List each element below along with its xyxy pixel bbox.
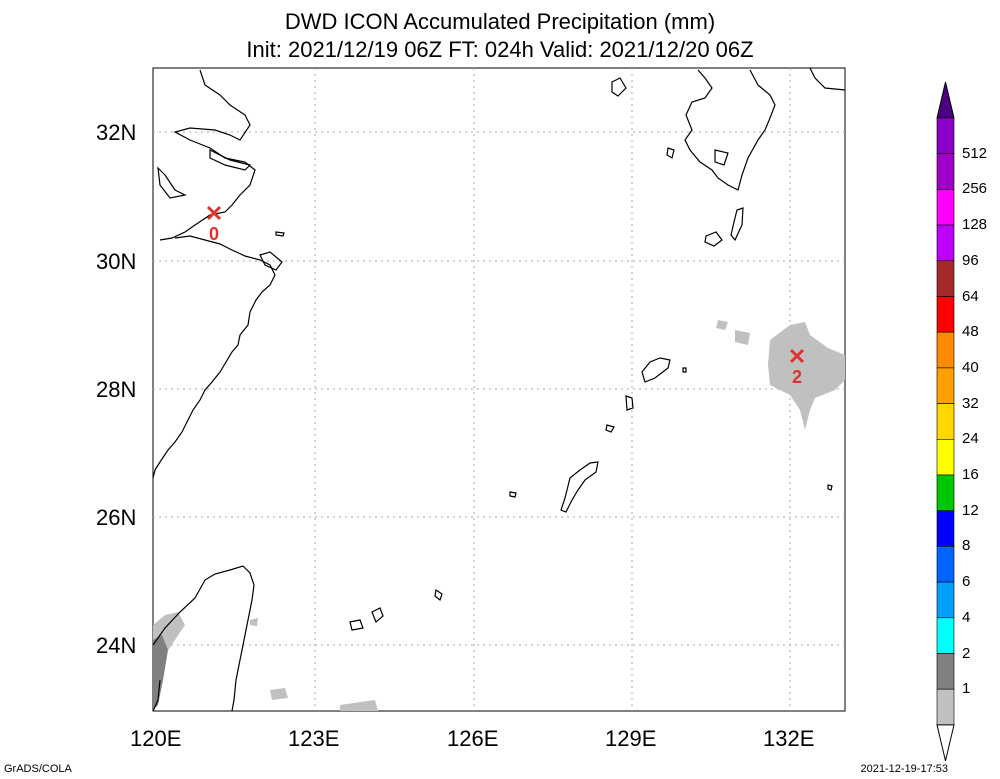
colorbar-swatch [936,688,955,726]
footer-timestamp: 2021-12-19-17:53 [860,763,948,775]
colorbar-label: 12 [962,501,979,519]
tanegashima [730,207,744,242]
lon-label-132e: 132E [763,726,815,751]
koshiki-islands [714,149,729,166]
precip-spot [340,700,378,711]
colorbar-label: 6 [962,573,971,591]
yakushima [704,231,723,247]
colorbar-label: 16 [962,466,979,483]
colorbar-swatch [936,510,955,547]
lat-label-26n: 26N [96,505,137,530]
lat-label-24n: 24N [96,633,137,658]
okinawa-island [560,461,599,513]
island [666,147,675,159]
amami-oshima [641,357,671,383]
colorbar-top-cap [936,81,955,119]
colorbar-swatch [936,153,955,190]
island [509,491,517,498]
precip-spot [250,618,258,626]
marker-2-x [789,348,805,364]
colorbar-swatch [936,653,955,690]
colorbar-label: 2 [962,644,971,662]
colorbar-label: 512 [962,144,988,162]
grid-lines [153,68,845,711]
miyako-island [371,607,384,624]
colorbar-swatch [936,403,955,440]
map-title: DWD ICON Accumulated Precipitation (mm) [284,9,716,34]
colorbar-label: 4 [962,608,971,626]
lon-label-126e: 126E [447,726,499,751]
taiwan-coastline [152,565,255,712]
colorbar-swatch [936,617,955,654]
colorbar-swatch [936,296,955,333]
lat-label-32n: 32N [96,120,137,145]
colorbar-swatch [936,474,955,512]
ishigaki-island [349,619,364,631]
island [605,424,615,433]
island [275,231,285,237]
colorbar-label: 24 [962,430,979,448]
colorbar-label: 64 [962,287,979,305]
colorbar [936,81,955,762]
colorbar-swatch [936,367,955,404]
colorbar-label: 32 [962,394,979,412]
colorbar-swatch [936,224,955,262]
colorbar-label: 128 [962,216,988,234]
precip-spot [735,330,750,345]
map-subtitle: Init: 2021/12/19 06Z FT: 024h Valid: 202… [246,37,754,62]
colorbar-label: 8 [962,537,971,555]
island [827,484,833,491]
tokunoshima [625,395,634,411]
precip-spot [270,688,288,700]
precip-spot [716,320,728,330]
island [434,588,443,602]
yangtze-estuary [209,149,252,171]
marker-2-label: 2 [792,367,802,387]
taihu-lake [157,166,187,199]
lon-label-129e: 129E [605,726,657,751]
colorbar-label: 40 [962,358,979,376]
marker-0-label: 0 [209,224,219,244]
colorbar-label: 1 [962,680,971,698]
colorbar-swatch [936,438,955,476]
colorbar-swatch [936,260,955,297]
lat-label-28n: 28N [96,377,137,402]
colorbar-label: 256 [962,180,988,198]
colorbar-bottom-cap [936,724,955,762]
footer-credit: GrADS/COLA [4,763,72,775]
island [682,367,687,373]
kyushu-coastline [684,67,846,191]
colorbar-label: 48 [962,323,979,341]
goto-islands [611,77,627,97]
colorbar-swatch [936,117,955,155]
precip-area-east [768,322,845,430]
lat-label-30n: 30N [96,249,137,274]
lon-label-120e: 120E [130,726,182,751]
colorbar-label: 96 [962,251,979,269]
marker-0-x [206,205,222,221]
colorbar-swatch [936,189,955,226]
colorbar-swatch [936,331,955,369]
lon-label-123e: 123E [288,726,340,751]
zhoushan-islands [259,251,283,271]
colorbar-swatch [936,581,955,619]
precip-area-taiwan-dark [153,635,168,710]
colorbar-swatch [936,546,955,583]
